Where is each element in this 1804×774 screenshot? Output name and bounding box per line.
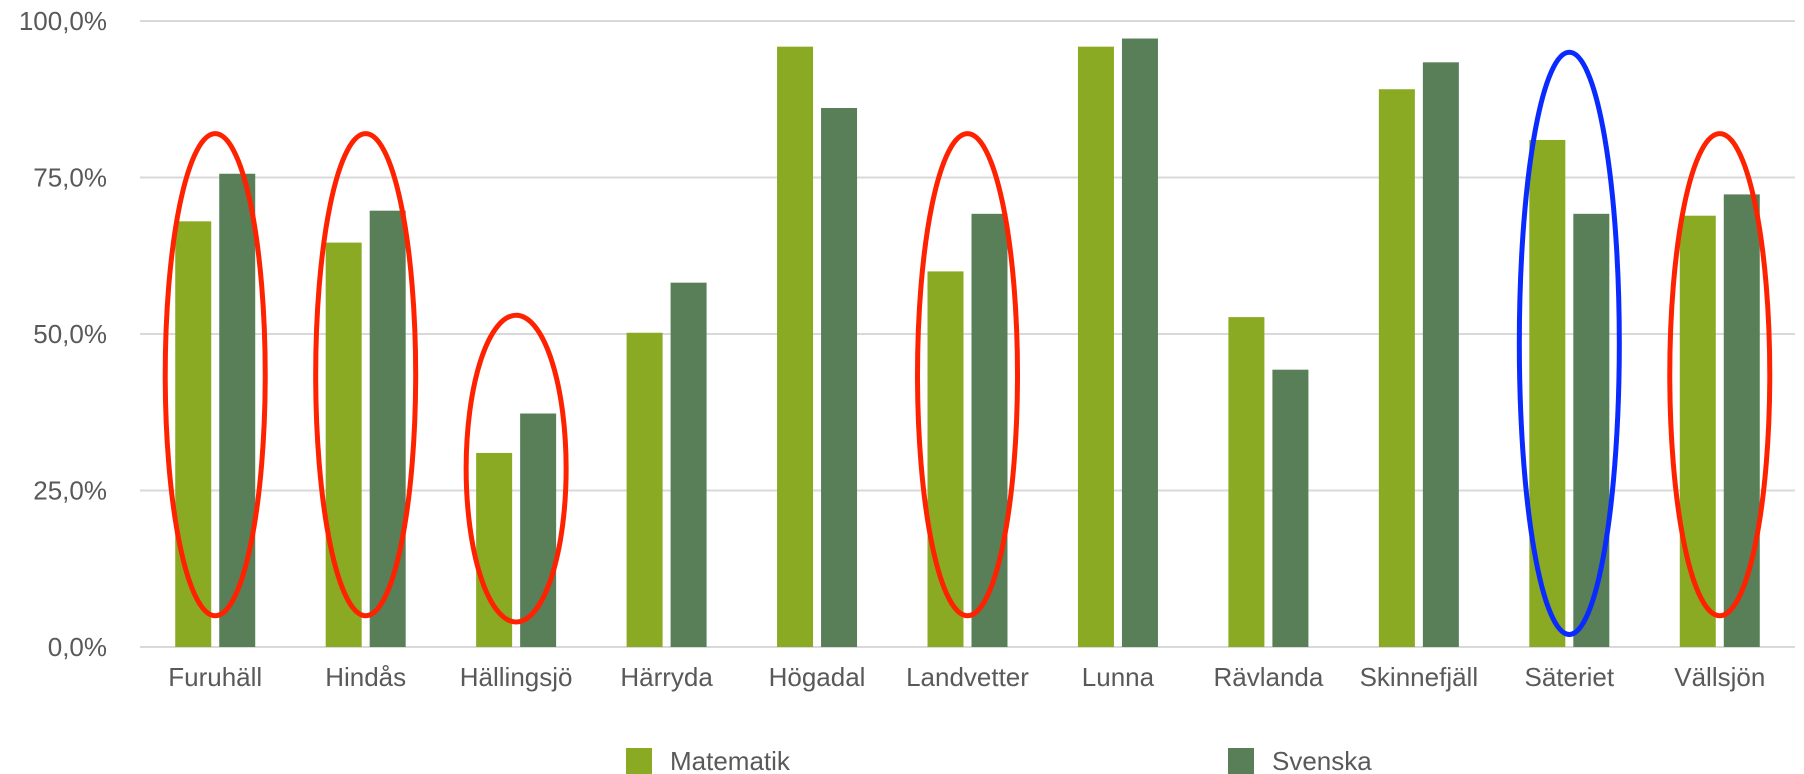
bar-svenska-harryda bbox=[670, 282, 707, 647]
y-tick-label: 0,0% bbox=[48, 632, 107, 662]
x-tick-label: Furuhäll bbox=[168, 662, 262, 692]
x-tick-label: Rävlanda bbox=[1213, 662, 1323, 692]
x-tick-label: Skinnefjäll bbox=[1360, 662, 1479, 692]
x-tick-label: Säteriet bbox=[1525, 662, 1615, 692]
annotation-ellipse-hindas bbox=[313, 131, 419, 619]
annotation-ellipse-furuhall bbox=[162, 131, 268, 619]
bar-svenska-lunna bbox=[1121, 38, 1158, 647]
bar-svenska-hogadal bbox=[821, 108, 858, 648]
x-tick-label: Hällingsjö bbox=[460, 662, 573, 692]
x-tick-label: Landvetter bbox=[906, 662, 1029, 692]
x-axis-labels: Furuhäll Hindås Hällingsjö Härryda Högadal La… bbox=[168, 662, 1765, 692]
bar-matematik-ravlanda bbox=[1228, 317, 1265, 647]
bar-svenska-vallsjon bbox=[1723, 194, 1760, 648]
y-tick-label: 75,0% bbox=[33, 163, 107, 193]
bar-svenska-furuhall bbox=[219, 173, 256, 647]
y-tick-label: 100,0% bbox=[19, 6, 107, 36]
bar-matematik-lunna bbox=[1077, 46, 1114, 647]
bar-svenska-skinnefjall bbox=[1422, 62, 1459, 648]
y-tick-label: 25,0% bbox=[33, 476, 107, 506]
annotation-ellipse-sateriet bbox=[1516, 49, 1622, 637]
annotations bbox=[162, 49, 1773, 637]
x-tick-label: Lunna bbox=[1082, 662, 1155, 692]
bar-svenska-landvetter bbox=[971, 213, 1008, 648]
y-axis-ticks: 0,0% 25,0% 50,0% 75,0% 100,0% bbox=[19, 6, 107, 662]
legend: Matematik Svenska bbox=[626, 746, 1372, 774]
bar-matematik-vallsjon bbox=[1679, 215, 1716, 647]
bar-svenska-ravlanda bbox=[1272, 369, 1309, 647]
bar-matematik-skinnefjall bbox=[1378, 89, 1415, 647]
bars bbox=[175, 38, 1760, 648]
bar-matematik-hogadal bbox=[777, 46, 814, 647]
legend-label-matematik: Matematik bbox=[670, 746, 791, 774]
x-tick-label: Vällsjön bbox=[1674, 662, 1765, 692]
bar-svenska-sateriet bbox=[1573, 213, 1610, 648]
annotation-ellipse-landvetter bbox=[915, 131, 1020, 619]
bar-svenska-hindas bbox=[369, 210, 406, 648]
legend-label-svenska: Svenska bbox=[1272, 746, 1372, 774]
legend-swatch-svenska bbox=[1228, 748, 1254, 774]
bar-matematik-furuhall bbox=[175, 221, 212, 647]
bar-matematik-sateriet bbox=[1529, 139, 1566, 647]
x-tick-label: Högadal bbox=[769, 662, 866, 692]
bar-svenska-hallingsjo bbox=[520, 413, 557, 647]
x-tick-label: Härryda bbox=[620, 662, 713, 692]
bar-matematik-hallingsjo bbox=[476, 452, 513, 647]
legend-swatch-matematik bbox=[626, 748, 652, 774]
x-tick-label: Hindås bbox=[325, 662, 406, 692]
annotation-ellipse-vallsjon bbox=[1667, 131, 1773, 619]
annotation-ellipse-hallingsjo bbox=[463, 312, 569, 625]
bar-matematik-harryda bbox=[626, 332, 663, 647]
bar-matematik-hindas bbox=[325, 242, 362, 647]
y-tick-label: 50,0% bbox=[33, 319, 107, 349]
